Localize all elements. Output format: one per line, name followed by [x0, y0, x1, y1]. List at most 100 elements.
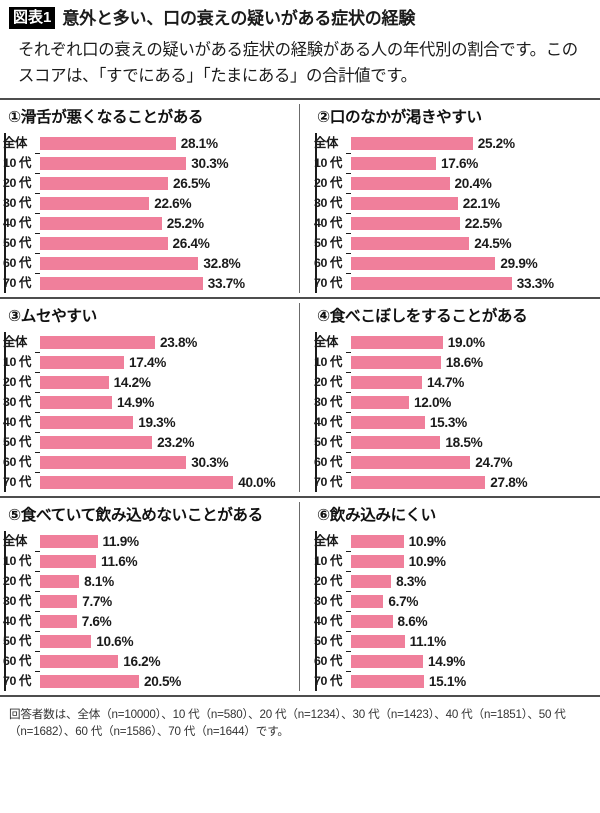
- bar: [351, 554, 404, 568]
- category-label: 20 代: [314, 574, 343, 588]
- bar: [40, 196, 150, 210]
- category-label: 70 代: [3, 674, 32, 688]
- bar-wrap: 25.2%: [351, 136, 515, 151]
- axis-tick: [346, 392, 351, 393]
- chart-row: 50 代 24.5%: [311, 233, 600, 253]
- chart-row: 全体 23.8%: [0, 332, 300, 352]
- bar-cell: 10.9%: [346, 531, 600, 551]
- axis-tick: [35, 392, 40, 393]
- category-label: 30 代: [3, 395, 32, 409]
- footnote: 回答者数は、全体（n=10000）、10 代（n=580）、20 代（n=123…: [9, 708, 566, 738]
- bar-value-label: 10.9%: [408, 553, 446, 569]
- category-label: 20 代: [314, 176, 343, 190]
- chart-rows-4: 全体 19.0% 10 代 18.6% 20 代 14.7% 30 代 12.0% 40 代 15…: [311, 332, 600, 492]
- chart-axis-line: [4, 332, 6, 492]
- bar-value-label: 14.2%: [113, 374, 151, 390]
- bar: [351, 395, 409, 409]
- chart-row: 50 代 23.2%: [0, 432, 300, 452]
- axis-tick: [35, 352, 40, 353]
- chart-title-4: ④食べこぼしをすることがある: [317, 308, 528, 325]
- axis-tick: [35, 173, 40, 174]
- chart-row: 40 代 25.2%: [0, 213, 300, 233]
- category-label: 50 代: [3, 435, 32, 449]
- bar-cell: 14.7%: [346, 372, 600, 392]
- bar: [40, 276, 203, 290]
- axis-tick: [35, 551, 40, 552]
- page-title: 意外と多い、口の衰えの疑いがある症状の経験: [62, 8, 416, 28]
- bar-wrap: 26.5%: [40, 176, 210, 191]
- bar: [351, 176, 450, 190]
- axis-tick: [346, 591, 351, 592]
- bar-wrap: 12.0%: [351, 395, 451, 410]
- bar-value-label: 23.8%: [160, 334, 198, 350]
- bar-cell: 14.2%: [35, 372, 300, 392]
- axis-tick: [35, 213, 40, 214]
- chart-row: 60 代 14.9%: [311, 651, 600, 671]
- bar-value-label: 15.1%: [428, 673, 466, 689]
- bar-wrap: 24.5%: [351, 236, 512, 251]
- axis-tick: [346, 273, 351, 274]
- bar: [40, 395, 112, 409]
- category-label: 10 代: [3, 355, 32, 369]
- chart-row: 70 代 33.3%: [311, 273, 600, 293]
- bar-wrap: 11.1%: [351, 634, 446, 649]
- bar-cell: 10.6%: [35, 631, 300, 651]
- bar-wrap: 14.7%: [351, 375, 464, 390]
- bar-wrap: 20.4%: [351, 176, 492, 191]
- bar-wrap: 27.8%: [351, 475, 528, 490]
- category-label: 30 代: [3, 594, 32, 608]
- chart-row: 60 代 30.3%: [0, 452, 300, 472]
- chart-row: 40 代 15.3%: [311, 412, 600, 432]
- axis-tick: [35, 452, 40, 453]
- bar-wrap: 14.9%: [351, 654, 465, 669]
- category-label: 70 代: [314, 276, 343, 290]
- chart-title-5: ⑤食べていて飲み込めないことがある: [8, 507, 263, 524]
- bar-value-label: 30.3%: [191, 155, 229, 171]
- axis-tick: [35, 153, 40, 154]
- axis-tick: [346, 193, 351, 194]
- bar-wrap: 20.5%: [40, 674, 181, 689]
- bar: [351, 534, 404, 548]
- chart-row: 60 代 29.9%: [311, 253, 600, 273]
- bar-wrap: 14.2%: [40, 375, 151, 390]
- chart-row: 全体 10.9%: [311, 531, 600, 551]
- bar: [351, 654, 423, 668]
- bar-cell: 11.1%: [346, 631, 600, 651]
- chart-panel-4: ④食べこぼしをすることがある 全体 19.0% 10 代 18.6% 20 代 14.7%…: [300, 299, 600, 496]
- bar-wrap: 17.6%: [351, 156, 478, 171]
- category-label: 50 代: [3, 634, 32, 648]
- bar-value-label: 24.7%: [475, 454, 513, 470]
- bar-value-label: 26.4%: [172, 235, 210, 251]
- bar-wrap: 22.5%: [351, 216, 502, 231]
- bar-cell: 26.5%: [35, 173, 300, 193]
- axis-tick: [35, 412, 40, 413]
- chart-title-6: ⑥飲み込みにくい: [317, 507, 436, 524]
- axis-tick: [35, 611, 40, 612]
- chart-6: 全体 10.9% 10 代 10.9% 20 代 8.3% 30 代 6.7% 40 代 8.6%…: [311, 531, 600, 691]
- axis-tick: [346, 253, 351, 254]
- chart-row: 10 代 10.9%: [311, 551, 600, 571]
- bar-value-label: 33.3%: [516, 275, 554, 291]
- chart-rows-5: 全体 11.9% 10 代 11.6% 20 代 8.1% 30 代 7.7% 40 代 7.6%…: [0, 531, 300, 691]
- bar-value-label: 20.5%: [144, 673, 182, 689]
- bar: [351, 634, 405, 648]
- bar-cell: 10.9%: [346, 551, 600, 571]
- chart-row: 70 代 27.8%: [311, 472, 600, 492]
- bar-value-label: 17.6%: [441, 155, 479, 171]
- chart-row: 60 代 24.7%: [311, 452, 600, 472]
- bar-value-label: 18.6%: [445, 354, 483, 370]
- bar: [40, 614, 77, 628]
- bar: [40, 136, 176, 150]
- chart-axis-line: [4, 531, 6, 691]
- bar-wrap: 33.7%: [40, 276, 245, 291]
- axis-tick: [346, 571, 351, 572]
- bar-cell: 28.1%: [35, 133, 300, 153]
- bar-value-label: 10.9%: [408, 533, 446, 549]
- bar: [351, 594, 384, 608]
- bar-wrap: 11.9%: [40, 534, 139, 549]
- category-label: 60 代: [314, 256, 343, 270]
- bar-cell: 25.2%: [35, 213, 300, 233]
- chart-row: 10 代 18.6%: [311, 352, 600, 372]
- bar-cell: 29.9%: [346, 253, 600, 273]
- chart-4: 全体 19.0% 10 代 18.6% 20 代 14.7% 30 代 12.0% 40 代 15…: [311, 332, 600, 492]
